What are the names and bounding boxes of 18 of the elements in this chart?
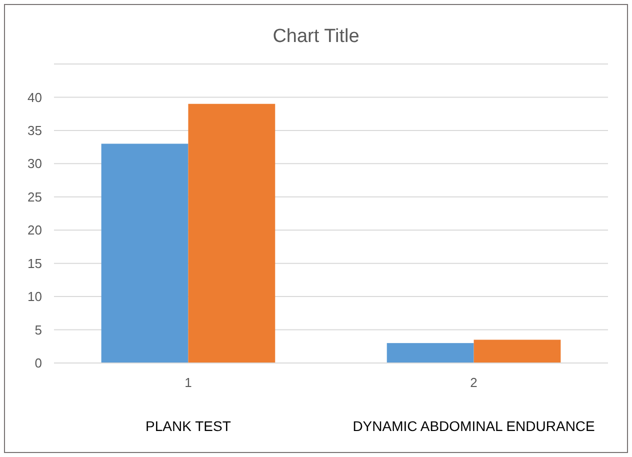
bar (188, 104, 276, 363)
bar (101, 144, 188, 363)
text: PLANK TEST (146, 418, 232, 434)
y-tick-label: 25 (28, 189, 42, 204)
y-tick-label: 5 (34, 322, 42, 338)
y-tick-label: 35 (28, 122, 42, 138)
y-tick-label: 20 (28, 222, 42, 238)
y-tick-label: 15 (28, 256, 42, 271)
y-tick-label: 0 (34, 356, 42, 371)
y-tick-label: 10 (28, 289, 42, 304)
x-tick-label: 1 (184, 375, 192, 390)
bar (386, 343, 474, 363)
chart-title: Chart Title (272, 26, 360, 47)
bar (474, 340, 561, 363)
text: DYNAMIC ABDOMINAL ENDURANCE (352, 418, 595, 434)
y-tick-label: 40 (28, 90, 42, 105)
x-tick-label: 2 (470, 375, 478, 390)
y-tick-label: 30 (28, 156, 42, 172)
